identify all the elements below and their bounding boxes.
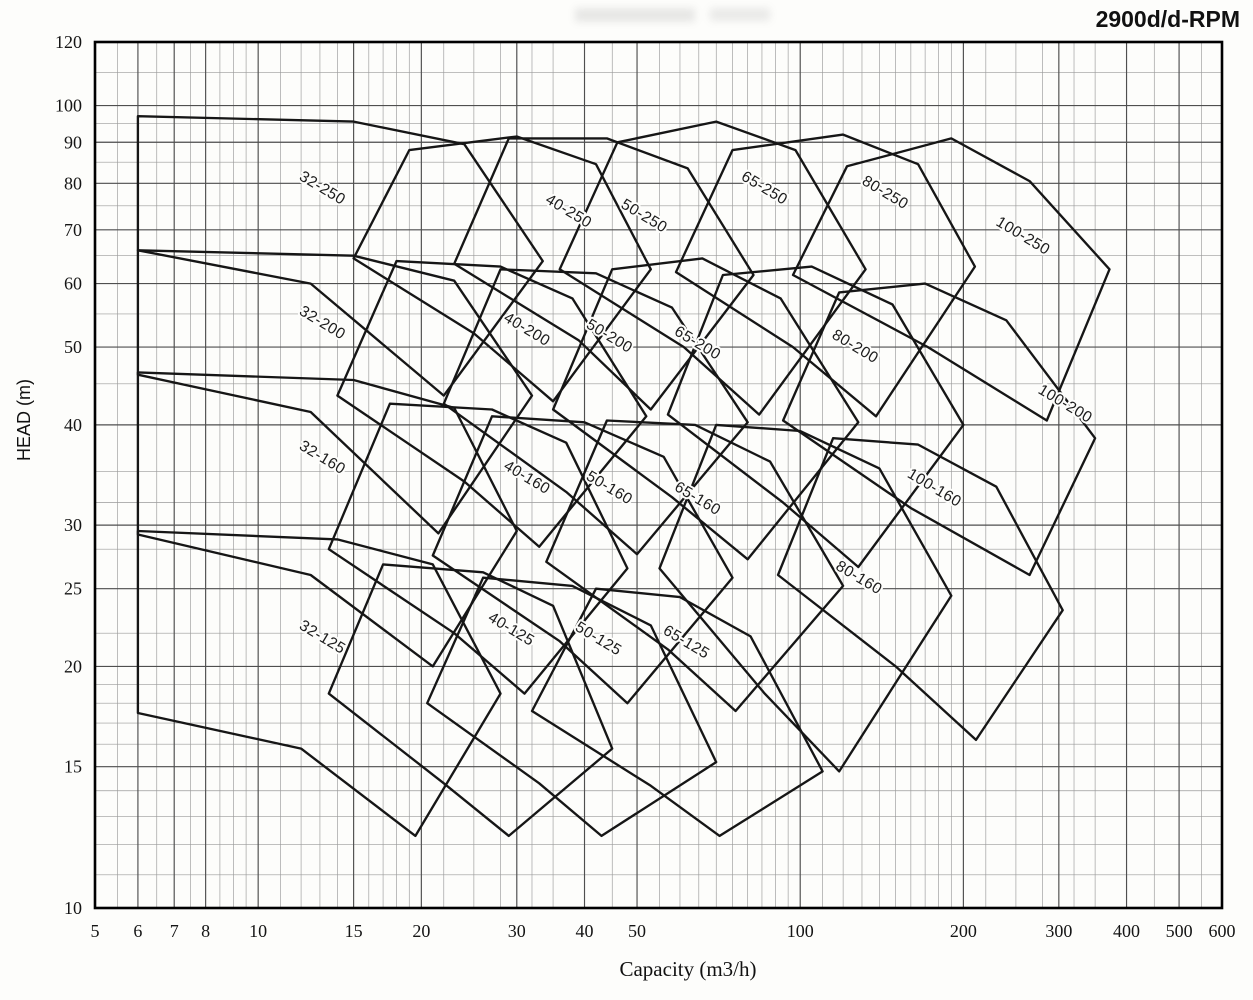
envelope-65-200 <box>551 257 860 561</box>
envelope-label-80-160: 80-160 <box>833 558 885 599</box>
plot-border <box>93 40 1224 910</box>
y-tick-label: 60 <box>64 274 82 294</box>
envelope-50-250 <box>453 137 755 411</box>
envelope-50-125 <box>426 576 718 838</box>
x-tick-label: 40 <box>576 921 594 941</box>
envelope-80-250 <box>674 133 977 418</box>
envelope-32-200 <box>136 249 534 535</box>
axis-tick-labels: 5 6 7 8 10 15 20 30 40 50 100 200 300 400 500 600 10 15 20… <box>55 32 1236 941</box>
y-tick-label: 90 <box>64 132 82 152</box>
y-tick-label: 20 <box>64 656 82 676</box>
envelope-label-40-200: 40-200 <box>501 309 553 350</box>
envelope-label-65-160: 65-160 <box>671 478 723 519</box>
envelope-label-50-160: 50-160 <box>583 468 635 509</box>
envelope-65-125 <box>530 587 824 838</box>
y-tick-label: 15 <box>64 757 82 777</box>
x-tick-label: 50 <box>628 921 646 941</box>
envelope-40-200 <box>336 259 648 548</box>
plot-border-rect <box>93 40 1224 910</box>
x-axis-title: Capacity (m3/h) <box>619 957 756 981</box>
y-tick-label: 40 <box>64 415 82 435</box>
envelope-label-65-250: 65-250 <box>738 168 790 209</box>
x-tick-label: 100 <box>787 921 814 941</box>
y-tick-label: 100 <box>55 96 82 116</box>
envelope-32-250 <box>136 115 544 397</box>
y-tick-label: 50 <box>64 337 82 357</box>
x-tick-label: 500 <box>1166 921 1193 941</box>
x-tick-label: 6 <box>133 921 142 941</box>
x-tick-label: 30 <box>508 921 526 941</box>
envelope-label-40-125: 40-125 <box>485 609 537 650</box>
envelope-40-160 <box>327 402 629 695</box>
y-tick-label: 25 <box>64 579 82 599</box>
x-tick-label: 15 <box>345 921 363 941</box>
envelope-label-32-160: 32-160 <box>296 437 348 478</box>
envelope-32-125 <box>136 529 502 838</box>
envelope-32-160 <box>136 371 518 668</box>
y-axis-title: HEAD (m) <box>14 379 34 461</box>
x-tick-label: 8 <box>201 921 210 941</box>
scan-smudge <box>575 8 770 22</box>
y-tick-label: 30 <box>64 515 82 535</box>
x-tick-label: 5 <box>91 921 100 941</box>
envelope-50-160 <box>431 415 734 705</box>
x-tick-label: 7 <box>170 921 179 941</box>
envelope-100-160 <box>776 437 1064 742</box>
envelope-label-32-125: 32-125 <box>296 617 348 658</box>
chart-title: 2900d/d-RPM <box>1096 6 1240 32</box>
x-tick-label: 300 <box>1045 921 1072 941</box>
envelope-40-250 <box>352 135 652 403</box>
x-tick-label: 10 <box>249 921 267 941</box>
envelope-label-32-250: 32-250 <box>296 168 348 209</box>
y-tick-label: 70 <box>64 220 82 240</box>
x-tick-label: 400 <box>1113 921 1140 941</box>
y-tick-label: 120 <box>55 32 82 52</box>
envelope-65-160 <box>545 419 845 713</box>
envelope-100-200 <box>781 282 1097 577</box>
envelope-80-160 <box>658 423 953 773</box>
grid <box>94 41 1223 909</box>
y-tick-label: 80 <box>64 173 82 193</box>
x-tick-label: 600 <box>1209 921 1236 941</box>
envelope-label-80-250: 80-250 <box>859 172 911 213</box>
envelope-label-50-125: 50-125 <box>572 619 624 660</box>
x-tick-label: 200 <box>950 921 977 941</box>
envelope-65-250 <box>558 120 867 416</box>
envelope-label-100-250: 100-250 <box>993 213 1053 258</box>
x-tick-label: 20 <box>412 921 430 941</box>
envelope-80-200 <box>666 265 965 569</box>
envelope-100-250 <box>791 137 1111 422</box>
pump-envelopes <box>136 115 1111 838</box>
y-tick-label: 10 <box>64 898 82 918</box>
envelope-label-40-250: 40-250 <box>542 191 594 232</box>
envelope-label-100-160: 100-160 <box>904 465 964 510</box>
